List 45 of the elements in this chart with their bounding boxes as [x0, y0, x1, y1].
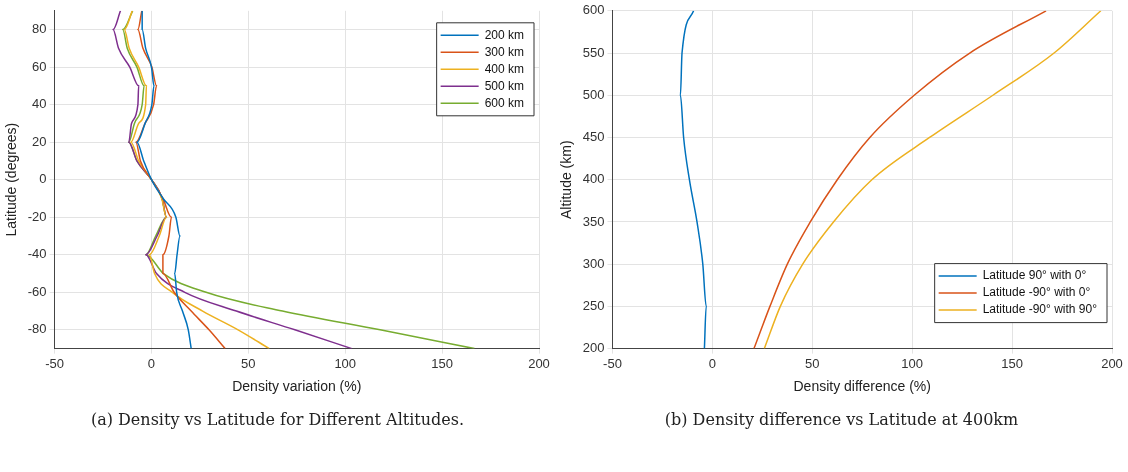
legend-label: 500 km	[484, 78, 525, 93]
x-tick-label: 0	[147, 355, 156, 371]
text: (b) Density difference vs Latitude at 400km	[663, 410, 1020, 429]
y-tick-label: 250	[582, 297, 605, 313]
legend-label: 600 km	[484, 95, 525, 110]
text: (a) Density vs Latitude for Different Altitudes.	[89, 410, 466, 429]
x-tick-label: 100	[334, 355, 357, 371]
legend-label: 300 km	[484, 44, 525, 59]
legend-label: 200 km	[484, 27, 525, 42]
y-tick-label: 80	[32, 21, 47, 37]
y-tick-label: 60	[32, 58, 47, 74]
y-tick-label: -60	[27, 283, 47, 299]
x-tick-label: 150	[431, 355, 453, 371]
y-tick-label: 600	[582, 2, 605, 18]
x-tick-label: 0	[708, 355, 717, 371]
y-axis-title: Latitude (degrees)	[3, 122, 20, 237]
y-tick-label: -80	[27, 321, 47, 337]
x-tick-label: 200	[1101, 355, 1123, 371]
legend-label: Latitude 90° with 0°	[982, 268, 1087, 283]
legend-label: Latitude -90° with 0°	[982, 285, 1091, 300]
x-tick-label: 100	[901, 355, 924, 371]
y-tick-label: 550	[582, 44, 605, 60]
y-tick-label: 300	[582, 255, 605, 271]
y-tick-label: 20	[32, 133, 47, 149]
x-tick-label: 50	[241, 355, 256, 371]
y-axis-title: Altitude (km)	[558, 140, 575, 219]
x-tick-label: -50	[45, 355, 64, 371]
legend-label: Latitude -90° with 90°	[982, 302, 1098, 317]
y-tick-label: 200	[582, 340, 605, 356]
y-tick-label: 40	[32, 96, 47, 112]
y-tick-label: 450	[582, 129, 605, 145]
x-tick-label: 200	[528, 355, 550, 371]
x-tick-label: 150	[1001, 355, 1023, 371]
x-tick-label: -50	[603, 355, 622, 371]
y-tick-label: -20	[27, 208, 47, 224]
line-series	[679, 10, 707, 349]
x-tick-label: 50	[805, 355, 820, 371]
x-axis-title: Density difference (%)	[793, 378, 931, 395]
y-tick-label: -40	[27, 246, 47, 262]
y-tick-label: 0	[39, 171, 47, 187]
legend-label: 400 km	[484, 61, 525, 76]
x-axis-title: Density variation (%)	[232, 378, 362, 395]
y-tick-label: 400	[582, 171, 605, 187]
y-tick-label: 350	[582, 213, 605, 229]
y-tick-label: 500	[582, 86, 605, 102]
